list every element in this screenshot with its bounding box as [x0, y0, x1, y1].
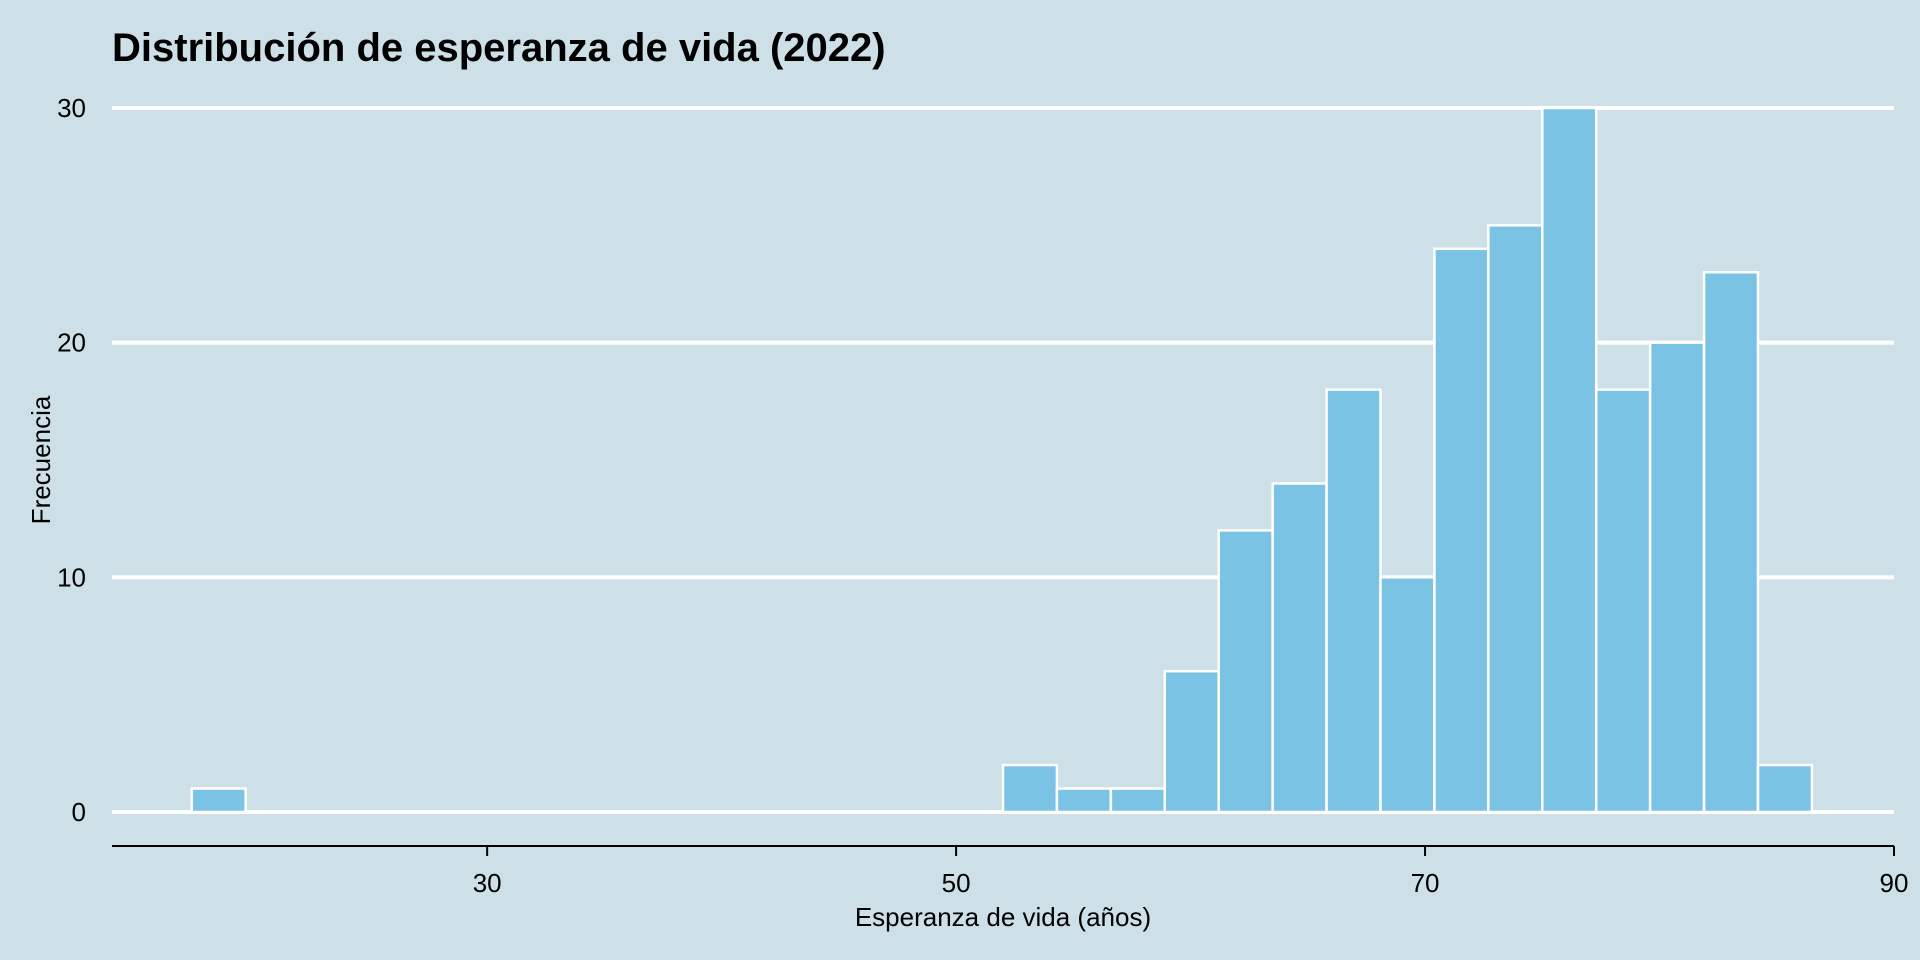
y-tick-label: 0 — [72, 797, 86, 827]
histogram-bar — [1217, 529, 1274, 814]
x-tick-label: 70 — [1411, 868, 1440, 898]
y-axis-ticks: 0 10 20 30 — [57, 93, 86, 827]
histogram-bar — [1379, 576, 1436, 814]
x-axis: 30 50 70 90 — [112, 845, 1909, 898]
x-axis-label: Esperanza de vida (años) — [855, 902, 1151, 932]
histogram-bar — [1594, 388, 1652, 814]
histogram-bar — [1702, 271, 1760, 814]
histogram-bar — [1541, 106, 1598, 814]
histogram-bar — [1433, 247, 1490, 814]
y-tick-label: 30 — [57, 93, 86, 123]
histogram-bar — [1109, 787, 1167, 814]
x-tick-label: 50 — [942, 868, 971, 898]
histogram-bar — [1271, 482, 1328, 814]
y-tick-label: 10 — [57, 562, 86, 592]
histogram-bar — [190, 787, 247, 814]
chart-title: Distribución de esperanza de vida (2022) — [112, 26, 886, 70]
histogram-bars — [190, 106, 1814, 814]
histogram-bar — [1756, 763, 1814, 814]
histogram-bar — [1001, 763, 1059, 814]
histogram-bar — [1648, 341, 1706, 814]
histogram-bar — [1487, 224, 1544, 814]
x-tick-label: 30 — [473, 868, 502, 898]
histogram-bar — [1163, 669, 1220, 814]
y-tick-label: 20 — [57, 328, 86, 358]
y-axis-label: Frecuencia — [26, 395, 56, 524]
histogram-bar — [1325, 388, 1382, 814]
histogram-bar — [1055, 787, 1113, 814]
x-tick-label: 90 — [1880, 868, 1909, 898]
